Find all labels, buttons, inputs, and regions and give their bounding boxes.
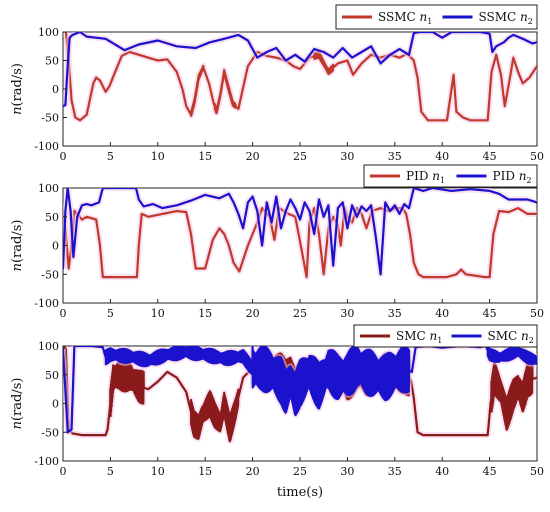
x-tick-label: 10	[151, 307, 165, 320]
y-tick-label: -50	[41, 268, 59, 281]
x-tick-label: 50	[530, 150, 544, 163]
x-tick-label: 45	[483, 150, 497, 163]
panel-middle: 0 5 10 15 20 25 30 35 40 45 50 -100 -50 0 50 100 n(rad/s…	[10, 164, 544, 320]
x-tick-label: 20	[246, 150, 260, 163]
legend-label: PID n1	[406, 169, 445, 185]
x-tick-label: 35	[388, 307, 402, 320]
x-tick-label: 45	[483, 307, 497, 320]
y-tick-label: -100	[34, 297, 59, 310]
x-tick-label: 15	[198, 307, 212, 320]
y-tick-label: 0	[52, 83, 59, 96]
series-line-pid-n2	[63, 188, 537, 276]
x-tick-label: 0	[60, 150, 67, 163]
x-tick-label: 20	[246, 465, 260, 478]
y-tick-label: 0	[52, 240, 59, 253]
x-tick-label: 5	[107, 150, 114, 163]
x-tick-label: 15	[198, 465, 212, 478]
x-axis-label: time(s)	[277, 485, 323, 500]
x-tick-label: 35	[388, 465, 402, 478]
y-axis-label: n(rad/s)	[10, 220, 25, 272]
x-tick-label: 30	[340, 150, 354, 163]
y-tick-label: 50	[45, 211, 59, 224]
y-tick-label: -100	[34, 140, 59, 153]
plot-area	[62, 31, 538, 147]
y-tick-label: -50	[41, 426, 59, 439]
x-tick-label: 5	[107, 307, 114, 320]
x-tick-label: 40	[435, 150, 449, 163]
x-tick-label: 10	[151, 150, 165, 163]
legend-label: SSMC n2	[479, 10, 533, 26]
x-tick-label: 40	[435, 307, 449, 320]
legend-label: SSMC n1	[378, 10, 432, 26]
x-tick-label: 0	[60, 307, 67, 320]
y-tick-label: 0	[52, 398, 59, 411]
legend-label: PID n2	[493, 169, 532, 185]
legend: SMC n1 SMC n2	[353, 324, 538, 348]
y-tick-label: 50	[45, 369, 59, 382]
legend-box	[363, 164, 538, 188]
y-tick-label: 100	[38, 26, 59, 39]
x-tick-label: 25	[293, 307, 307, 320]
y-tick-label: 100	[38, 182, 59, 195]
x-tick-label: 45	[483, 465, 497, 478]
y-tick-label: -100	[34, 455, 59, 468]
legend: SSMC n1 SSMC n2	[335, 4, 538, 30]
x-tick-label: 0	[60, 465, 67, 478]
x-tick-label: 40	[435, 465, 449, 478]
series-group	[63, 32, 537, 124]
x-tick-label: 10	[151, 465, 165, 478]
y-axis-label: n(rad/s)	[10, 63, 25, 115]
legend: PID n1 PID n2	[363, 164, 538, 188]
panel-top: 0 5 10 15 20 25 30 35 40 45 50 -100 -50 0 50 100 n(rad/s…	[10, 4, 544, 163]
series-line-pid-n1	[63, 207, 537, 279]
x-tick-label: 30	[340, 307, 354, 320]
x-tick-label: 50	[530, 465, 544, 478]
x-tick-label: 25	[293, 150, 307, 163]
y-tick-label: -50	[41, 112, 59, 125]
x-tick-label: 20	[246, 307, 260, 320]
panel-bottom: 0 5 10 15 20 25 30 35 40 45 50 -100 -50 0 50 100 n(rad/s…	[10, 324, 544, 500]
y-tick-label: 50	[45, 55, 59, 68]
y-axis-label: n(rad/s)	[10, 378, 25, 430]
x-tick-label: 5	[107, 465, 114, 478]
series-line-ssmc-n1	[63, 32, 537, 122]
series-line-ssmc-n2	[63, 32, 537, 108]
legend-box	[353, 324, 538, 348]
x-tick-label: 30	[340, 465, 354, 478]
x-tick-label: 25	[293, 465, 307, 478]
x-tick-label: 15	[198, 150, 212, 163]
x-tick-label: 35	[388, 150, 402, 163]
legend-label: SMC n2	[488, 329, 534, 345]
x-tick-label: 50	[530, 307, 544, 320]
legend-label: SMC n1	[396, 329, 442, 345]
series-group	[63, 188, 537, 281]
y-tick-label: 100	[38, 340, 59, 353]
